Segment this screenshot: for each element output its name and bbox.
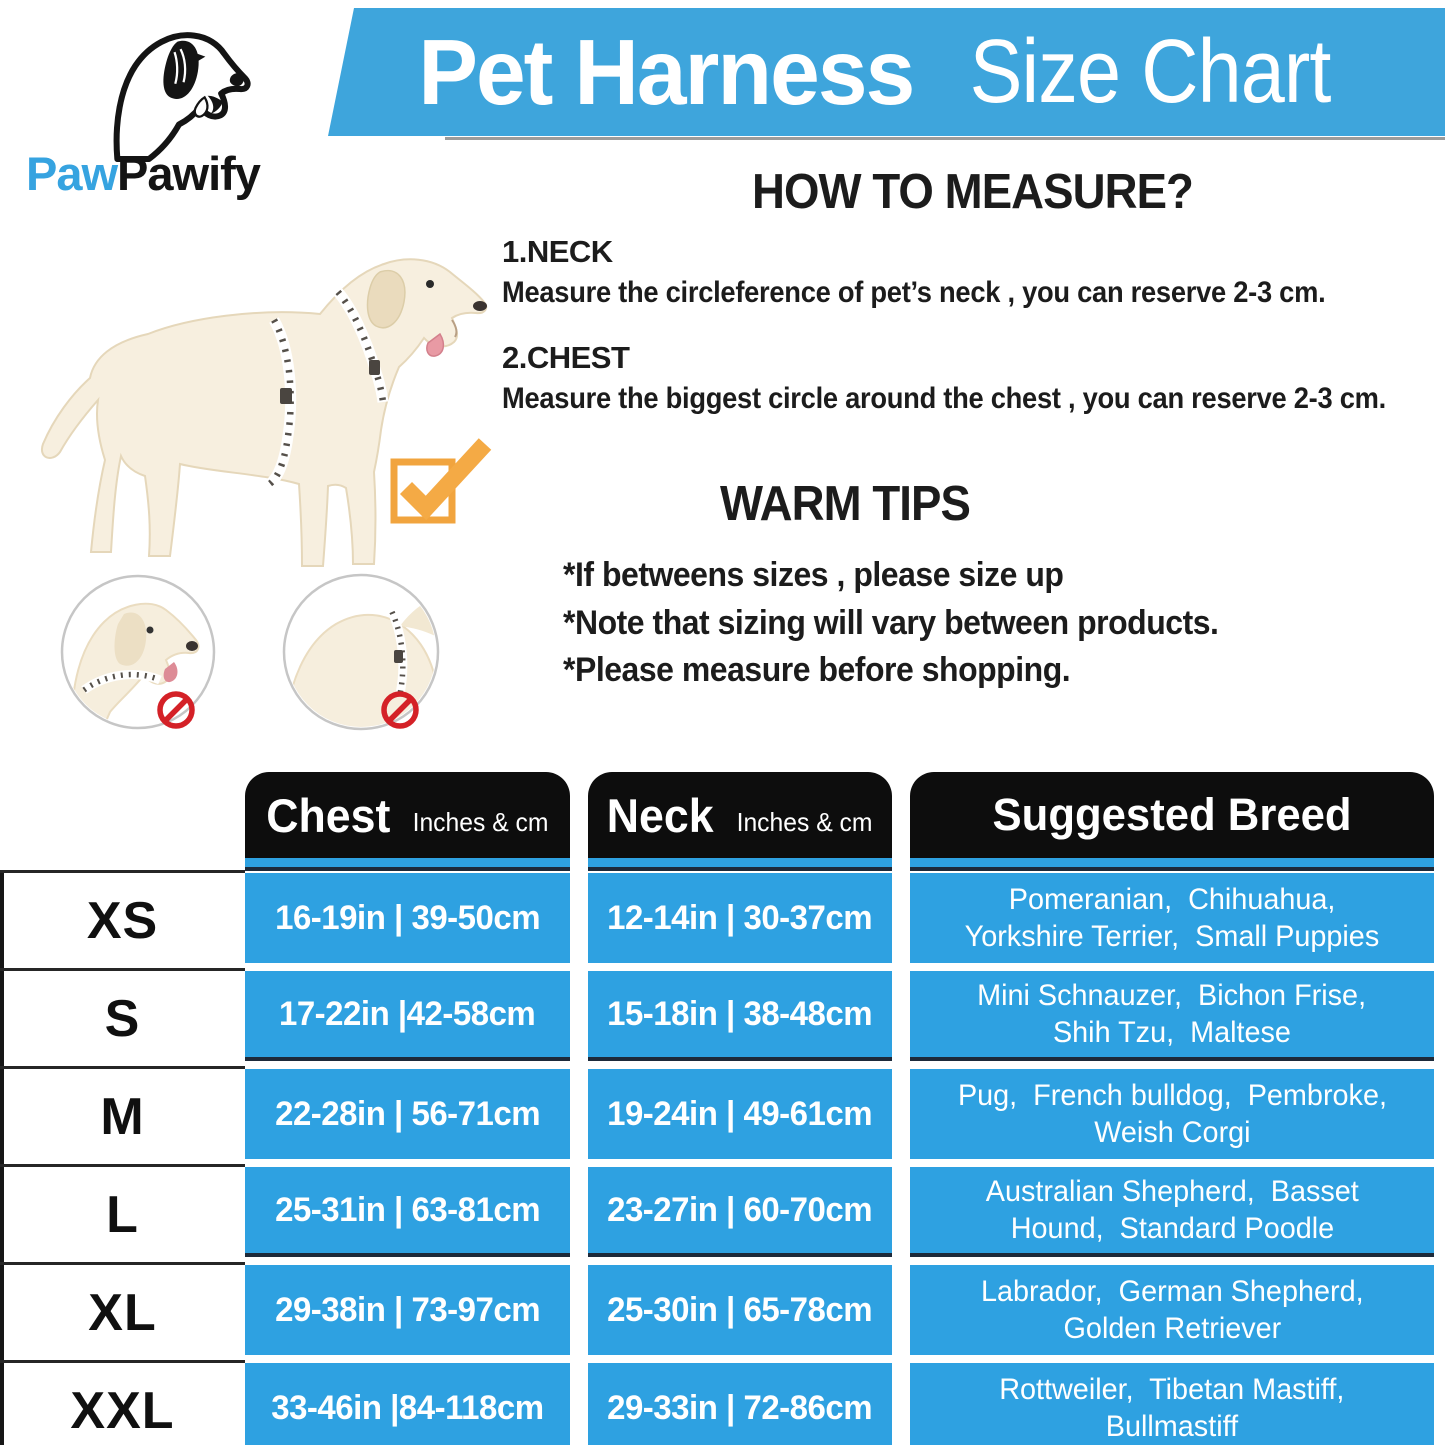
chest-header-strip: [245, 858, 570, 871]
chest-cell-M-value: 22-28in | 56-71cm: [245, 1069, 570, 1159]
wrong-neck-measure-inset: [60, 574, 216, 730]
neck-cell-L-value: 23-27in | 60-70cm: [588, 1167, 892, 1257]
breed-cell-XS: Pomeranian, Chihuahua, Yorkshire Terrier,…: [910, 870, 1434, 968]
breed-column: Pomeranian, Chihuahua, Yorkshire Terrier,…: [910, 870, 1434, 1445]
chest-header-label: Chest: [265, 788, 391, 842]
neck-column-header: Neck Inches & cm: [588, 772, 892, 858]
breed-cell-S-value: Mini Schnauzer, Bichon Frise, Shih Tzu, M…: [910, 971, 1434, 1061]
chest-header-units: Inches & cm: [412, 806, 549, 837]
chest-cell-S: 17-22in |42-58cm: [245, 968, 570, 1066]
breed-cell-XXL-value: Rottweiler, Tibetan Mastiff, Bullmastiff: [910, 1363, 1434, 1445]
neck-cell-S-value: 15-18in | 38-48cm: [588, 971, 892, 1061]
warm-tip-1: *If betweens sizes , please size up: [563, 556, 1064, 594]
dog-head-logo-icon: [113, 32, 251, 162]
warm-tip-2: *Note that sizing will vary between prod…: [563, 604, 1219, 642]
breed-header-label: Suggested Breed: [992, 789, 1352, 840]
neck-cell-L: 23-27in | 60-70cm: [588, 1164, 892, 1262]
breed-cell-XL: Labrador, German Shepherd, Golden Retriev…: [910, 1262, 1434, 1360]
step-chest-label: 2.CHEST: [502, 340, 630, 375]
neck-cell-M-value: 19-24in | 49-61cm: [588, 1069, 892, 1159]
checkmark-icon: [390, 438, 492, 524]
breed-header-strip: [910, 858, 1434, 871]
neck-cell-M: 19-24in | 49-61cm: [588, 1066, 892, 1164]
chest-cell-M: 22-28in | 56-71cm: [245, 1066, 570, 1164]
size-label-M: M: [0, 1066, 245, 1164]
chest-column-header: Chest Inches & cm: [245, 772, 570, 858]
chest-cell-S-value: 17-22in |42-58cm: [245, 971, 570, 1061]
neck-cell-XL-value: 25-30in | 65-78cm: [588, 1265, 892, 1355]
page-title-light: Size Chart: [969, 21, 1332, 122]
warm-tip-3: *Please measure before shopping.: [563, 651, 1071, 689]
size-label-S: S: [0, 968, 245, 1066]
size-column: XS S M L XL XXL: [0, 870, 245, 1445]
neck-column: 12-14in | 30-37cm 15-18in | 38-48cm 19-24i…: [588, 870, 892, 1445]
chest-cell-XXL-value: 33-46in |84-118cm: [245, 1363, 570, 1445]
neck-cell-S: 15-18in | 38-48cm: [588, 968, 892, 1066]
neck-cell-XS-value: 12-14in | 30-37cm: [588, 873, 892, 963]
breed-cell-M-value: Pug, French bulldog, Pembroke, Weish Corg…: [910, 1069, 1434, 1159]
neck-header-units: Inches & cm: [736, 806, 873, 837]
dog-measuring-illustration: [40, 258, 488, 567]
breed-cell-L-value: Australian Shepherd, Basset Hound, Standa…: [910, 1167, 1434, 1257]
size-label-L: L: [0, 1164, 245, 1262]
page-title-bold: Pet Harness: [417, 19, 915, 124]
chest-cell-XXL: 33-46in |84-118cm: [245, 1360, 570, 1445]
wrong-withers-measure-inset: [282, 573, 440, 731]
breed-cell-L: Australian Shepherd, Basset Hound, Standa…: [910, 1164, 1434, 1262]
size-label-XXL: XXL: [0, 1360, 245, 1445]
step-chest-text: Measure the biggest circle around the ch…: [502, 382, 1386, 415]
title-banner: Pet Harness Size Chart: [328, 8, 1445, 136]
neck-cell-XS: 12-14in | 30-37cm: [588, 870, 892, 968]
breed-cell-S: Mini Schnauzer, Bichon Frise, Shih Tzu, M…: [910, 968, 1434, 1066]
step-neck-label: 1.NECK: [502, 234, 613, 269]
brand-name: PawPawify: [26, 146, 326, 201]
step-neck-text: Measure the circleference of pet’s neck …: [502, 276, 1326, 309]
neck-header-strip: [588, 858, 892, 871]
how-to-measure-title: HOW TO MEASURE?: [752, 165, 1194, 219]
chest-cell-XL-value: 29-38in | 73-97cm: [245, 1265, 570, 1355]
size-label-XS: XS: [0, 870, 245, 968]
breed-cell-M: Pug, French bulldog, Pembroke, Weish Corg…: [910, 1066, 1434, 1164]
banner-shadow-line: [445, 137, 1445, 140]
breed-cell-XXL: Rottweiler, Tibetan Mastiff, Bullmastiff: [910, 1360, 1434, 1445]
brand-name-paw: Paw: [26, 147, 118, 200]
chest-cell-XS: 16-19in | 39-50cm: [245, 870, 570, 968]
warm-tips-title: WARM TIPS: [720, 477, 971, 531]
breed-cell-XL-value: Labrador, German Shepherd, Golden Retriev…: [910, 1265, 1434, 1355]
prohibited-icon: [381, 691, 419, 729]
neck-cell-XL: 25-30in | 65-78cm: [588, 1262, 892, 1360]
chest-cell-L-value: 25-31in | 63-81cm: [245, 1167, 570, 1257]
prohibited-icon: [157, 691, 195, 729]
neck-header-label: Neck: [607, 788, 714, 842]
neck-cell-XXL-value: 29-33in | 72-86cm: [588, 1363, 892, 1445]
breed-cell-XS-value: Pomeranian, Chihuahua, Yorkshire Terrier,…: [910, 873, 1434, 963]
chest-cell-L: 25-31in | 63-81cm: [245, 1164, 570, 1262]
neck-cell-XXL: 29-33in | 72-86cm: [588, 1360, 892, 1445]
chest-column: 16-19in | 39-50cm 17-22in |42-58cm 22-28in…: [245, 870, 570, 1445]
chest-cell-XS-value: 16-19in | 39-50cm: [245, 873, 570, 963]
brand-name-pawify: Pawify: [117, 147, 261, 200]
breed-column-header: Suggested Breed: [910, 772, 1434, 858]
table-left-border: [0, 870, 4, 1445]
size-label-XL: XL: [0, 1262, 245, 1360]
chest-cell-XL: 29-38in | 73-97cm: [245, 1262, 570, 1360]
